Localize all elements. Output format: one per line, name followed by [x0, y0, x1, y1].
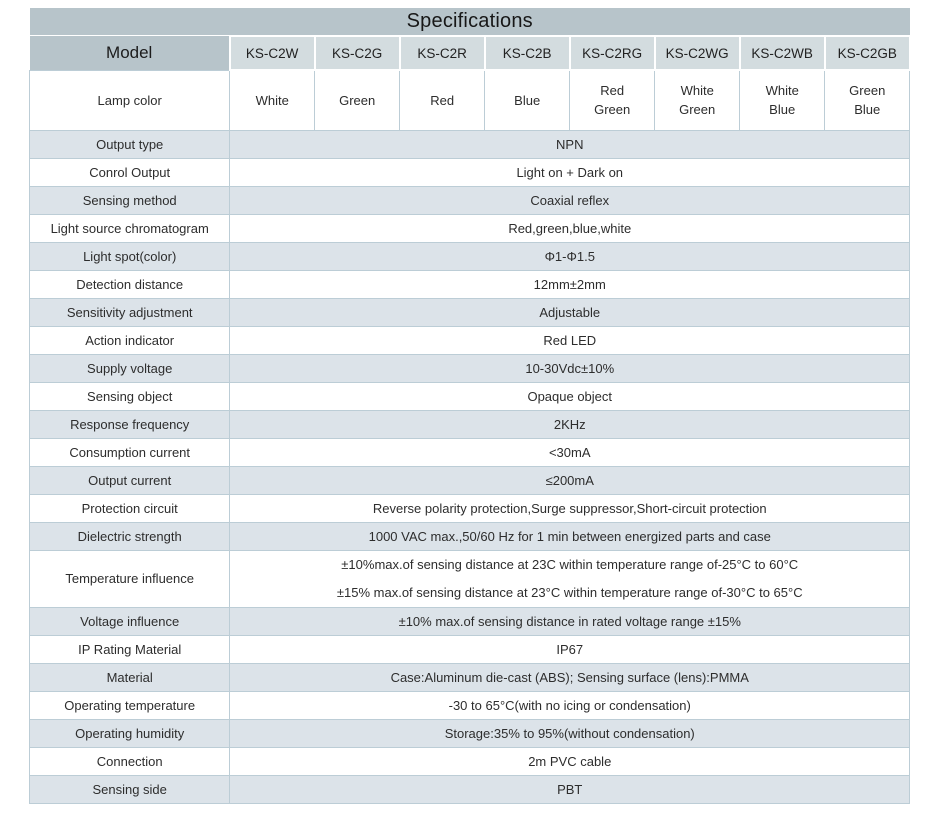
- row-value: Opaque object: [229, 381, 911, 411]
- row-label: Protection circuit: [29, 493, 231, 523]
- row-label: Operating humidity: [29, 718, 231, 748]
- table-row: Output type NPN: [29, 129, 911, 159]
- row-label: Voltage influence: [29, 606, 231, 636]
- row-label: Consumption current: [29, 437, 231, 467]
- table-row: Sensing method Coaxial reflex: [29, 185, 911, 215]
- row-value: Case:Aluminum die-cast (ABS); Sensing su…: [229, 662, 911, 692]
- table-row: Sensing side PBT: [29, 774, 911, 804]
- row-label: Lamp color: [29, 69, 231, 131]
- table-row: Operating temperature -30 to 65°C(with no…: [29, 690, 911, 720]
- table-row: Light source chromatogram Red,green,blue,…: [29, 213, 911, 243]
- row-label: Output type: [29, 129, 231, 159]
- lamp-color-value: White: [229, 69, 316, 131]
- specifications-table: Specifications Model KS-C2W KS-C2G KS-C2…: [29, 8, 911, 804]
- row-value: <30mA: [229, 437, 911, 467]
- table-row: Connection 2m PVC cable: [29, 746, 911, 776]
- row-value: Red,green,blue,white: [229, 213, 911, 243]
- lamp-color-row: Lamp color White Green Red Blue Red Gree…: [29, 69, 911, 131]
- table-row: Operating humidity Storage:35% to 95%(wit…: [29, 718, 911, 748]
- model-name: KS-C2GB: [823, 35, 911, 71]
- table-row: Output current ≤200mA: [29, 465, 911, 495]
- row-value: ±10% max.of sensing distance in rated vo…: [229, 606, 911, 636]
- row-value: ≤200mA: [229, 465, 911, 495]
- table-row: Response frequency 2KHz: [29, 409, 911, 439]
- table-row: Sensitivity adjustment Adjustable: [29, 297, 911, 327]
- model-name: KS-C2WB: [738, 35, 826, 71]
- model-column-header: Model: [29, 36, 230, 70]
- row-label: Sensing side: [29, 774, 231, 804]
- row-label: Connection: [29, 746, 231, 776]
- row-value: Adjustable: [229, 297, 911, 327]
- model-name: KS-C2G: [313, 35, 401, 71]
- model-name: KS-C2R: [398, 35, 486, 71]
- model-name: KS-C2W: [228, 35, 316, 71]
- row-label: Sensing method: [29, 185, 231, 215]
- row-label: Dielectric strength: [29, 521, 231, 551]
- table-row: Protection circuit Reverse polarity prote…: [29, 493, 911, 523]
- row-value: ±10%max.of sensing distance at 23C withi…: [229, 549, 911, 608]
- row-label: Operating temperature: [29, 690, 231, 720]
- table-row: Temperature influence ±10%max.of sensing …: [29, 549, 911, 608]
- row-value: Φ1-Φ1.5: [229, 241, 911, 271]
- row-label: Conrol Output: [29, 157, 231, 187]
- model-name: KS-C2WG: [653, 35, 741, 71]
- table-row: Sensing object Opaque object: [29, 381, 911, 411]
- lamp-color-value: Green Blue: [824, 69, 911, 131]
- lamp-color-value: Red: [399, 69, 486, 131]
- row-value: 10-30Vdc±10%: [229, 353, 911, 383]
- row-label: Supply voltage: [29, 353, 231, 383]
- row-label: Output current: [29, 465, 231, 495]
- table-row: Action indicator Red LED: [29, 325, 911, 355]
- table-title: Specifications: [29, 8, 910, 36]
- table-row: Supply voltage 10-30Vdc±10%: [29, 353, 911, 383]
- row-value: NPN: [229, 129, 911, 159]
- table-row: Detection distance 12mm±2mm: [29, 269, 911, 299]
- table-row: Consumption current <30mA: [29, 437, 911, 467]
- row-value: -30 to 65°C(with no icing or condensatio…: [229, 690, 911, 720]
- lamp-color-value: Blue: [484, 69, 571, 131]
- table-row: Material Case:Aluminum die-cast (ABS); Se…: [29, 662, 911, 692]
- lamp-color-value: Green: [314, 69, 401, 131]
- row-value: 12mm±2mm: [229, 269, 911, 299]
- row-value: PBT: [229, 774, 911, 804]
- row-label: Sensing object: [29, 381, 231, 411]
- table-row: Voltage influence ±10% max.of sensing dis…: [29, 606, 911, 636]
- row-label: Material: [29, 662, 231, 692]
- lamp-color-value: Red Green: [569, 69, 656, 131]
- lamp-color-value: White Blue: [739, 69, 826, 131]
- model-header-row: Model KS-C2W KS-C2G KS-C2R KS-C2B KS-C2R…: [29, 35, 911, 71]
- row-label: Light spot(color): [29, 241, 231, 271]
- row-label: Sensitivity adjustment: [29, 297, 231, 327]
- table-row: Light spot(color) Φ1-Φ1.5: [29, 241, 911, 271]
- table-title-row: Specifications: [29, 8, 910, 36]
- model-name: KS-C2B: [483, 35, 571, 71]
- model-name: KS-C2RG: [568, 35, 656, 71]
- row-value: Red LED: [229, 325, 911, 355]
- lamp-color-value: White Green: [654, 69, 741, 131]
- row-value: Light on + Dark on: [229, 157, 911, 187]
- row-value: Coaxial reflex: [229, 185, 911, 215]
- table-row: Conrol Output Light on + Dark on: [29, 157, 911, 187]
- table-row: IP Rating Material IP67: [29, 634, 911, 664]
- row-label: Action indicator: [29, 325, 231, 355]
- row-value: Storage:35% to 95%(without condensation): [229, 718, 911, 748]
- row-label: Detection distance: [29, 269, 231, 299]
- row-label: Response frequency: [29, 409, 231, 439]
- row-label: Temperature influence: [29, 549, 231, 608]
- row-label: Light source chromatogram: [29, 213, 231, 243]
- row-value: 1000 VAC max.,50/60 Hz for 1 min between…: [229, 521, 911, 551]
- table-row: Dielectric strength 1000 VAC max.,50/60 H…: [29, 521, 911, 551]
- row-value: IP67: [229, 634, 911, 664]
- row-value: 2KHz: [229, 409, 911, 439]
- row-value: Reverse polarity protection,Surge suppre…: [229, 493, 911, 523]
- row-label: IP Rating Material: [29, 634, 231, 664]
- row-value: 2m PVC cable: [229, 746, 911, 776]
